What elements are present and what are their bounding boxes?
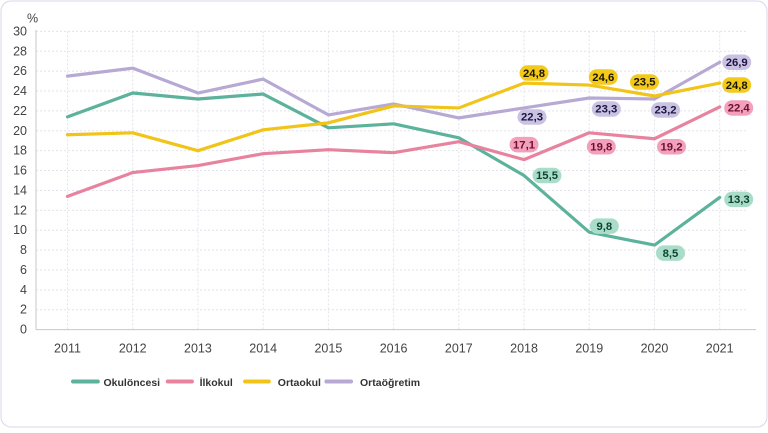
svg-text:24,6: 24,6 <box>592 72 614 84</box>
svg-text:24,8: 24,8 <box>523 68 545 80</box>
svg-text:28: 28 <box>13 44 27 58</box>
svg-text:23,2: 23,2 <box>655 105 677 117</box>
svg-text:22,4: 22,4 <box>728 103 751 115</box>
svg-text:8,5: 8,5 <box>663 248 679 260</box>
svg-text:22: 22 <box>13 104 27 118</box>
svg-text:22,3: 22,3 <box>521 112 543 124</box>
svg-text:23,3: 23,3 <box>595 104 617 116</box>
svg-text:13,3: 13,3 <box>728 194 750 206</box>
svg-text:19,8: 19,8 <box>590 142 612 154</box>
svg-text:10: 10 <box>13 223 27 237</box>
svg-text:2012: 2012 <box>119 342 147 356</box>
svg-text:2011: 2011 <box>54 342 81 356</box>
svg-text:18: 18 <box>13 144 27 158</box>
svg-text:İlkokul: İlkokul <box>200 376 233 389</box>
svg-text:Ortaokul: Ortaokul <box>278 377 321 389</box>
svg-text:2019: 2019 <box>575 342 603 356</box>
svg-text:2016: 2016 <box>380 342 408 356</box>
svg-text:0: 0 <box>20 323 27 337</box>
svg-text:Okulöncesi: Okulöncesi <box>104 377 161 389</box>
svg-text:2021: 2021 <box>706 342 734 356</box>
svg-text:14: 14 <box>13 183 27 197</box>
svg-text:4: 4 <box>20 283 27 297</box>
svg-text:20: 20 <box>13 124 27 138</box>
svg-text:2: 2 <box>20 303 27 317</box>
svg-text:2014: 2014 <box>249 342 277 356</box>
svg-text:16: 16 <box>13 164 27 178</box>
svg-text:8: 8 <box>20 243 27 257</box>
svg-text:6: 6 <box>20 263 27 277</box>
svg-text:15,5: 15,5 <box>536 170 558 182</box>
svg-text:%: % <box>27 11 38 25</box>
svg-text:19,2: 19,2 <box>661 142 683 154</box>
svg-text:30: 30 <box>13 24 27 38</box>
svg-text:2015: 2015 <box>314 342 342 356</box>
svg-text:12: 12 <box>13 203 27 217</box>
svg-text:24,8: 24,8 <box>726 80 748 92</box>
svg-text:17,1: 17,1 <box>513 139 535 151</box>
svg-text:24: 24 <box>13 84 27 98</box>
svg-text:2017: 2017 <box>445 342 473 356</box>
svg-text:9,8: 9,8 <box>596 221 612 233</box>
svg-text:23,5: 23,5 <box>634 77 656 89</box>
svg-text:26,9: 26,9 <box>726 57 748 69</box>
svg-text:2020: 2020 <box>641 342 669 356</box>
svg-text:26: 26 <box>13 64 27 78</box>
svg-text:2013: 2013 <box>184 342 212 356</box>
svg-text:2018: 2018 <box>510 342 538 356</box>
svg-text:Ortaöğretim: Ortaöğretim <box>360 377 420 389</box>
